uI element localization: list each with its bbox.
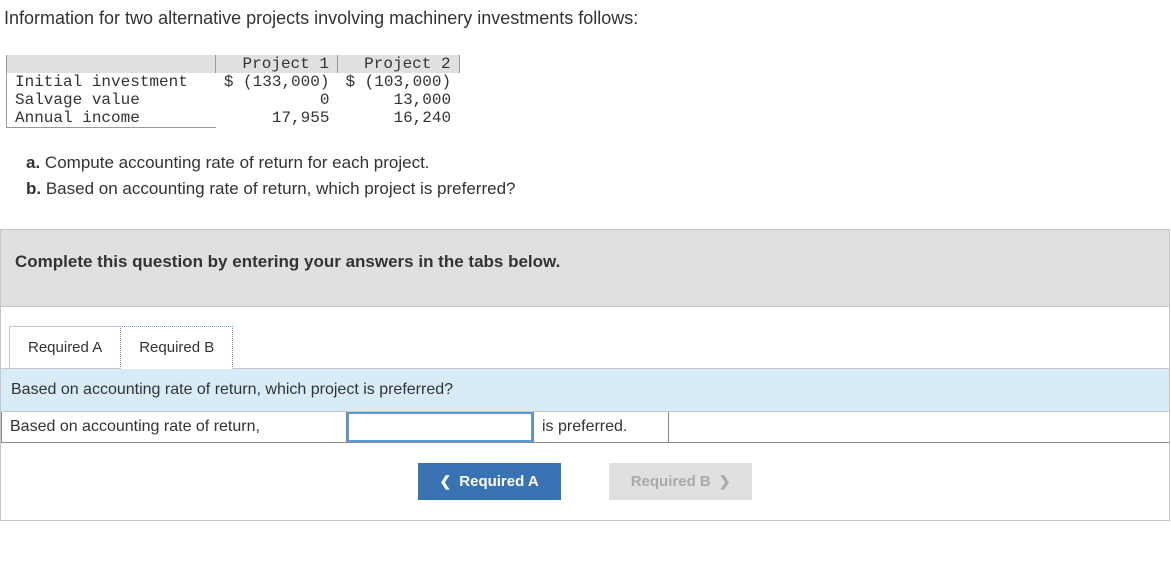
question-a-text: Compute accounting rate of return for ea… <box>45 153 430 172</box>
tab-prompt: Based on accounting rate of return, whic… <box>1 369 1169 412</box>
question-list: a. Compute accounting rate of return for… <box>0 142 1171 209</box>
table-header-project2: Project 2 <box>337 55 459 73</box>
answer-label: Based on accounting rate of return, <box>1 412 347 442</box>
tabs-row: Required A Required B <box>1 307 1169 369</box>
cell-salvage-p1: 0 <box>216 91 338 109</box>
cell-initial-p2: $ (103,000) <box>337 73 459 91</box>
instruction-text: Complete this question by entering your … <box>1 230 1169 307</box>
table-header-blank <box>7 55 216 73</box>
row-label-income: Annual income <box>7 109 216 128</box>
problem-intro: Information for two alternative projects… <box>0 0 1171 37</box>
next-button[interactable]: Required B ❯ <box>609 463 753 500</box>
tab-required-b[interactable]: Required B <box>120 326 233 369</box>
chevron-left-icon: ❮ <box>440 473 452 490</box>
cell-income-p2: 16,240 <box>337 109 459 128</box>
tab-required-a[interactable]: Required A <box>9 326 121 368</box>
table-header-project1: Project 1 <box>216 55 338 73</box>
cell-salvage-p2: 13,000 <box>337 91 459 109</box>
chevron-right-icon: ❯ <box>719 473 731 490</box>
question-a-prefix: a. <box>26 153 40 172</box>
row-label-initial: Initial investment <box>7 73 216 91</box>
cell-initial-p1: $ (133,000) <box>216 73 338 91</box>
question-b-text: Based on accounting rate of return, whic… <box>46 179 516 198</box>
answer-panel: Complete this question by entering your … <box>0 229 1170 521</box>
next-button-label: Required B <box>631 473 711 490</box>
prev-button-label: Required A <box>459 473 538 490</box>
answer-suffix: is preferred. <box>534 412 669 442</box>
answer-row: Based on accounting rate of return, is p… <box>1 412 1169 443</box>
answer-input[interactable] <box>347 412 533 442</box>
cell-income-p1: 17,955 <box>216 109 338 128</box>
prev-button[interactable]: ❮ Required A <box>418 463 561 500</box>
question-b-prefix: b. <box>26 179 41 198</box>
nav-row: ❮ Required A Required B ❯ <box>1 443 1169 520</box>
investment-table: Project 1 Project 2 Initial investment $… <box>6 55 460 128</box>
row-label-salvage: Salvage value <box>7 91 216 109</box>
